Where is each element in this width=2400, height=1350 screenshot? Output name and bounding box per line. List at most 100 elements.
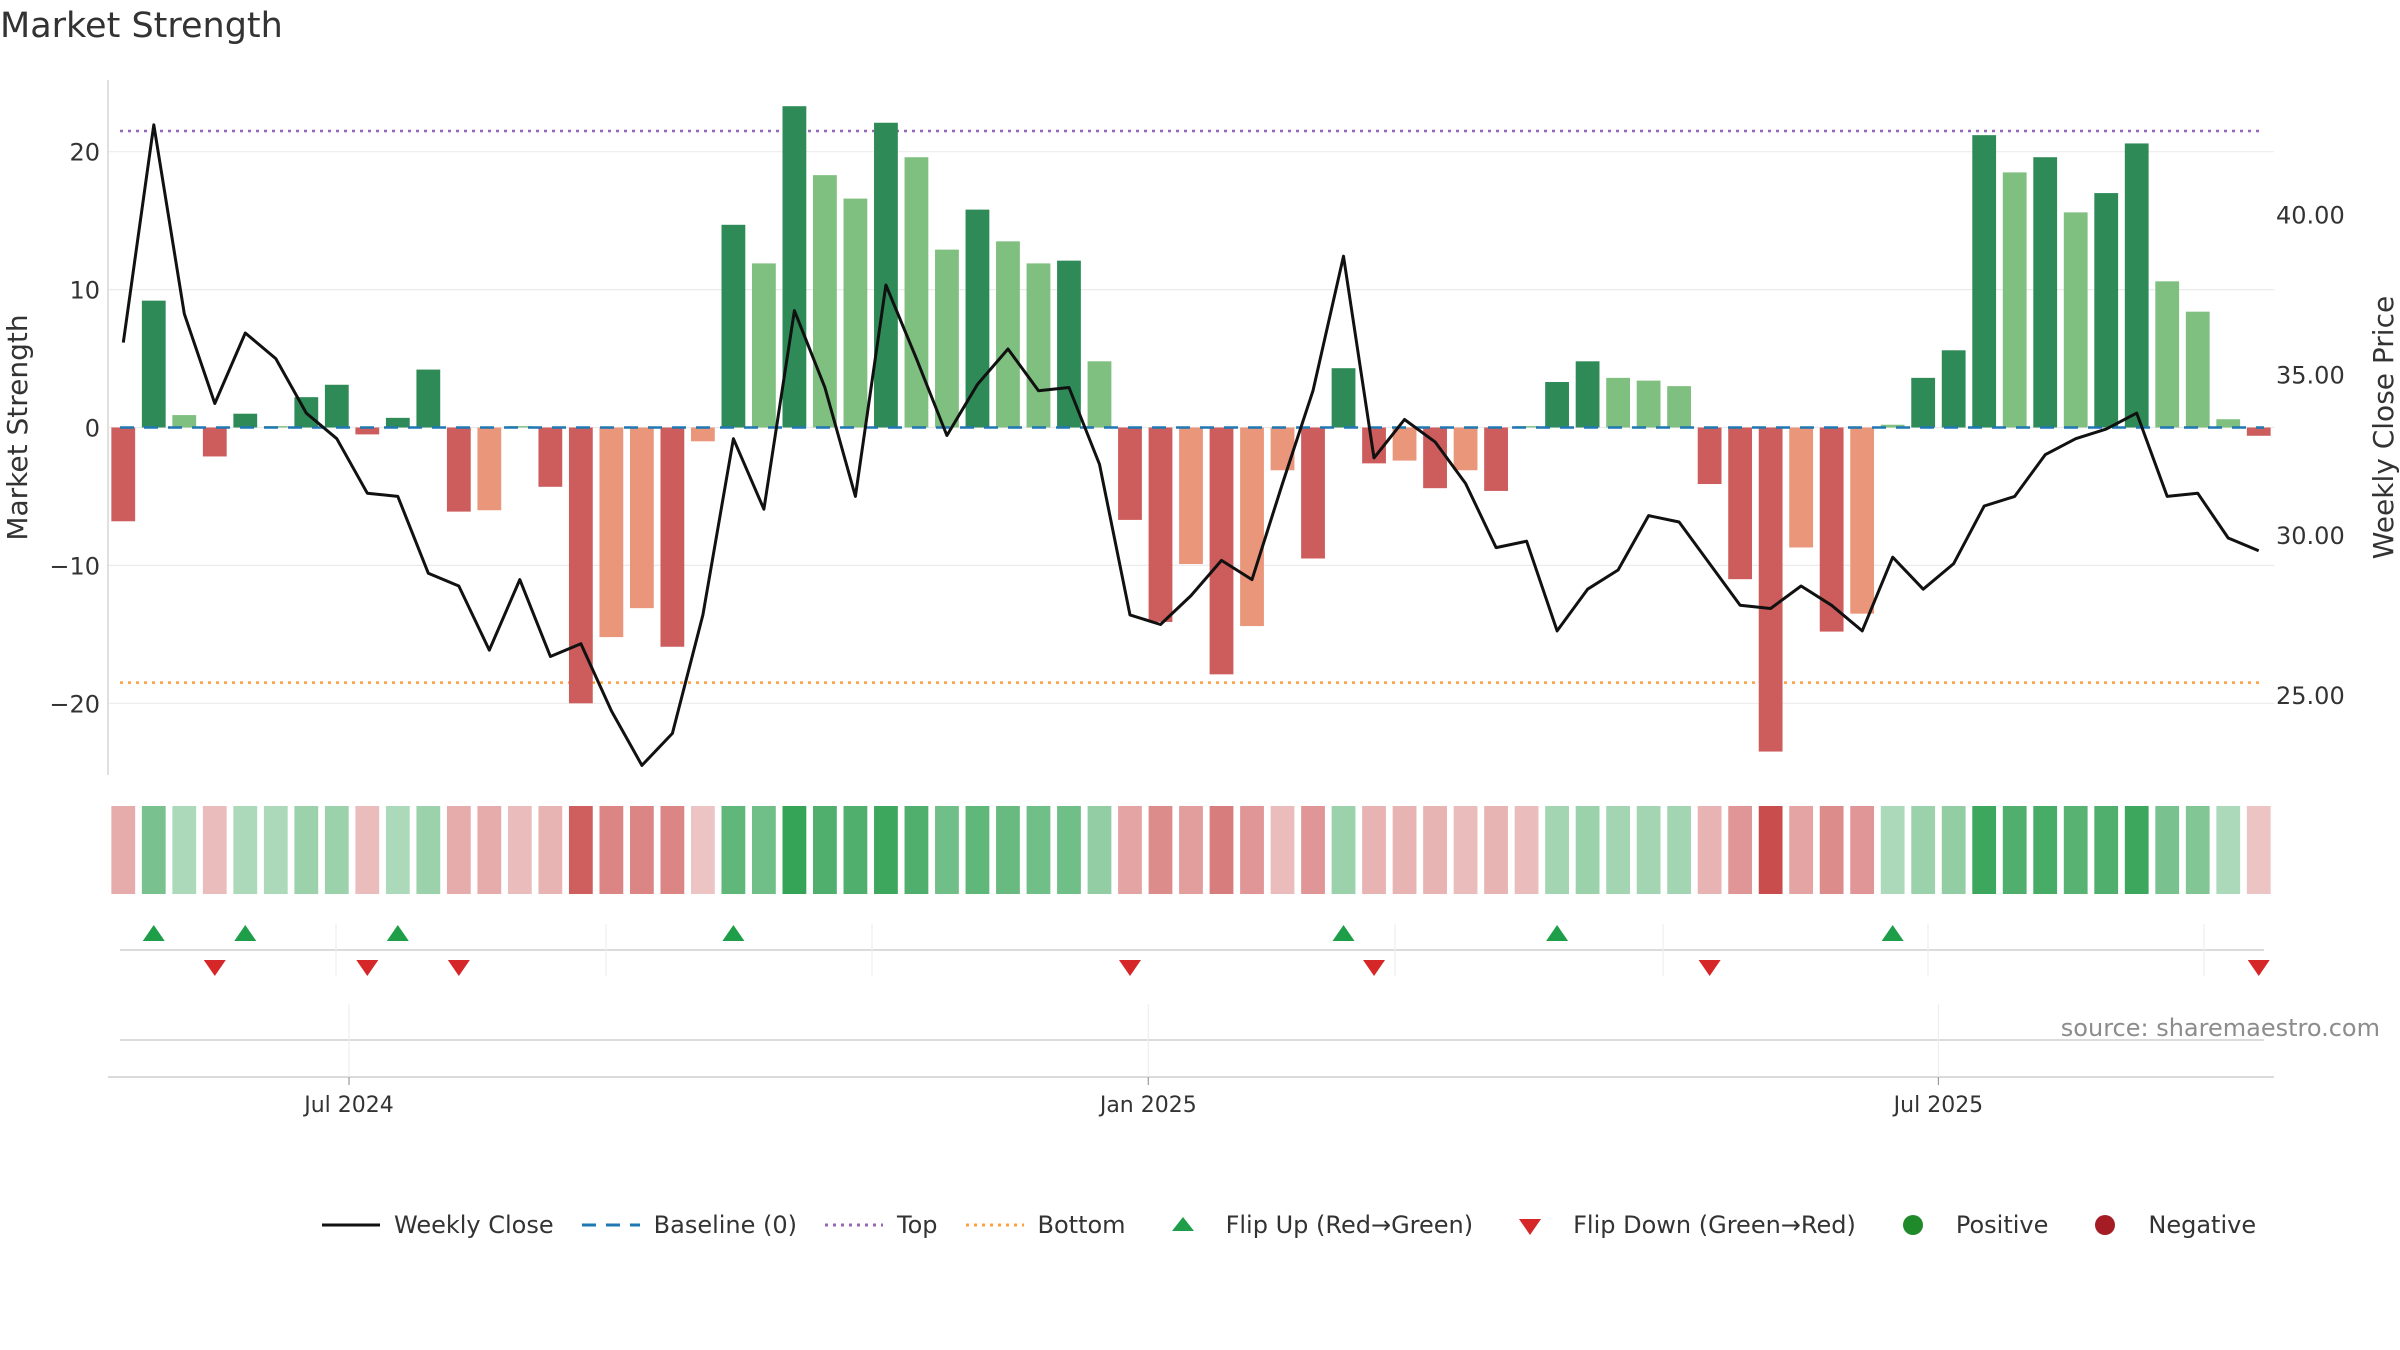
flip-up-marker bbox=[386, 925, 409, 941]
heatmap-cell bbox=[1667, 806, 1692, 894]
triangle-up-icon bbox=[1171, 1217, 1194, 1231]
heatmap-cell bbox=[1331, 806, 1356, 894]
heatmap-cell bbox=[1392, 806, 1417, 894]
heatmap-cell bbox=[1819, 806, 1844, 894]
heatmap-cell bbox=[1636, 806, 1661, 894]
strength-bar bbox=[996, 241, 1020, 428]
strength-bar bbox=[935, 249, 959, 428]
y-tick-label-right: 40.00 bbox=[2276, 202, 2345, 230]
legend-label: Top bbox=[897, 1211, 938, 1239]
strength-bar bbox=[2155, 281, 2180, 428]
legend-swatch bbox=[1171, 1217, 1194, 1231]
heatmap-cell bbox=[111, 806, 136, 894]
legend-label: Flip Up (Red→Green) bbox=[1225, 1211, 1474, 1239]
legend-item: Bottom bbox=[964, 1211, 1126, 1239]
strength-bar bbox=[965, 209, 990, 428]
heatmap-cell bbox=[1026, 806, 1051, 894]
heatmap-cell bbox=[477, 806, 502, 894]
strength-bar bbox=[1606, 377, 1630, 428]
flip-up-marker bbox=[142, 925, 165, 941]
legend-label: Positive bbox=[1955, 1211, 2049, 1239]
legend-swatch bbox=[1902, 1215, 1923, 1235]
chart-title: Market Strength bbox=[0, 6, 283, 46]
heatmap-cell bbox=[2216, 806, 2241, 894]
strength-bar bbox=[904, 157, 929, 428]
y-tick-label-left: 20 bbox=[69, 139, 100, 167]
strength-bar bbox=[1453, 427, 1478, 471]
strength-bar bbox=[507, 426, 532, 428]
legend-item: Flip Down (Green→Red) bbox=[1499, 1211, 1856, 1239]
flip-down-marker bbox=[356, 960, 379, 976]
strength-bar bbox=[1270, 427, 1295, 471]
legend-item: Top bbox=[823, 1211, 938, 1239]
heatmap-cell bbox=[1697, 806, 1722, 894]
strength-bar bbox=[355, 427, 380, 435]
strength-bar bbox=[1026, 263, 1051, 428]
strength-bar bbox=[1850, 427, 1875, 614]
flip-up-marker bbox=[1546, 925, 1569, 941]
heatmap-cell bbox=[874, 806, 898, 894]
strength-bar bbox=[324, 384, 349, 428]
strength-bar bbox=[2033, 157, 2058, 428]
heatmap-cell bbox=[294, 806, 319, 894]
y-tick-label-left: −20 bbox=[49, 690, 100, 718]
heatmap-cell bbox=[2002, 806, 2027, 894]
heatmap-cell bbox=[1545, 806, 1569, 894]
flip-down-marker bbox=[1698, 960, 1721, 976]
reference-lines bbox=[120, 129, 2264, 684]
heatmap-cell bbox=[1728, 806, 1753, 894]
strength-bar bbox=[1758, 427, 1783, 752]
y-tick-label-left: −10 bbox=[49, 552, 100, 580]
legend-label: Negative bbox=[2148, 1211, 2257, 1239]
legend-swatch bbox=[2095, 1215, 2116, 1235]
heatmap-cell bbox=[141, 806, 166, 894]
heatmap-cell bbox=[1941, 806, 1966, 894]
flip-up-marker bbox=[234, 925, 257, 941]
heatmap-cell bbox=[202, 806, 227, 894]
heatmap-cell bbox=[1789, 806, 1814, 894]
legend-label: Bottom bbox=[1037, 1211, 1126, 1239]
strength-bar bbox=[782, 106, 807, 428]
x-tick-label: Jan 2025 bbox=[1098, 1093, 1197, 1118]
flip-down-marker bbox=[2247, 960, 2270, 976]
strength-bar bbox=[2246, 427, 2271, 436]
heatmap-cell bbox=[965, 806, 990, 894]
strength-bar bbox=[1667, 386, 1692, 428]
strength-bar bbox=[2124, 143, 2149, 428]
strength-bar bbox=[2063, 212, 2088, 428]
legend-label: Baseline (0) bbox=[653, 1211, 798, 1239]
strength-bar bbox=[690, 427, 715, 442]
legend-swatch bbox=[322, 1223, 380, 1227]
strength-bar bbox=[1575, 361, 1600, 428]
heatmap-cell bbox=[1301, 806, 1325, 894]
heatmap-cell bbox=[1575, 806, 1600, 894]
strength-bar bbox=[1087, 361, 1112, 428]
heatmap-cell bbox=[782, 806, 807, 894]
heatmap-cell bbox=[1362, 806, 1386, 894]
heatmap-cell bbox=[385, 806, 410, 894]
strength-bar bbox=[1331, 368, 1356, 428]
strength-bar bbox=[233, 413, 258, 428]
flip-down-marker bbox=[203, 960, 226, 976]
heatmap-cell bbox=[1880, 806, 1905, 894]
strength-bar bbox=[2216, 419, 2241, 428]
heatmap-cell bbox=[2246, 806, 2271, 894]
y-tick-label-left: 0 bbox=[85, 415, 100, 443]
strength-bar bbox=[172, 415, 197, 428]
strength-bar bbox=[1728, 427, 1753, 580]
strength-bar bbox=[813, 175, 837, 428]
flip-markers-panel bbox=[120, 924, 2270, 976]
x-tick-label: Jul 2024 bbox=[302, 1093, 394, 1118]
strength-bar bbox=[2002, 172, 2027, 428]
heatmap-cell bbox=[2155, 806, 2180, 894]
heatmap-cell bbox=[1057, 806, 1081, 894]
heatmap-cell bbox=[446, 806, 471, 894]
strength-bar bbox=[446, 427, 471, 512]
legend-item: Negative bbox=[2074, 1211, 2256, 1239]
strength-bar bbox=[752, 263, 776, 428]
heatmap-cell bbox=[2185, 806, 2210, 894]
flip-up-marker bbox=[722, 925, 745, 941]
strength-bar bbox=[1789, 427, 1814, 548]
positive-dot-icon bbox=[1902, 1215, 1923, 1235]
